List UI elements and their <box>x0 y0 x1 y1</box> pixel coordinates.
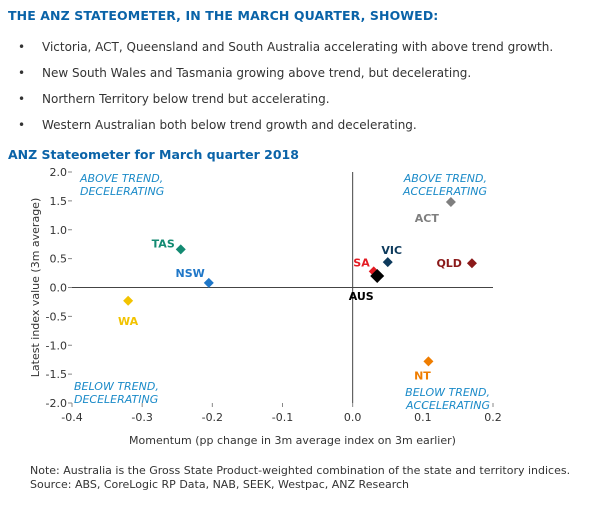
bullet-glyph: • <box>18 118 26 132</box>
x-tick-label: 0.0 <box>344 411 362 424</box>
bullet-text: Western Australian both below trend grow… <box>42 118 417 132</box>
point-nt-label: NT <box>414 369 431 382</box>
point-aus-marker <box>370 268 385 283</box>
point-wa-marker <box>123 295 134 306</box>
point-nt-marker <box>423 356 434 367</box>
x-tick-label: -0.2 <box>202 411 223 424</box>
y-tick-label: -1.0 <box>46 339 67 352</box>
point-tas-marker <box>175 244 186 255</box>
source-note: Source: ABS, CoreLogic RP Data, NAB, SEE… <box>30 478 410 491</box>
point-wa-label: WA <box>118 315 139 328</box>
point-qld-marker <box>466 258 477 269</box>
y-tick-label: -1.5 <box>46 368 67 381</box>
x-axis-label: Momentum (pp change in 3m average index … <box>129 434 456 447</box>
y-tick-label: 1.5 <box>50 195 68 208</box>
bullet-glyph: • <box>18 40 26 54</box>
bullet-item: • New South Wales and Tasmania growing ab… <box>8 66 553 92</box>
quadrant-label: ACCELERATING <box>402 185 487 198</box>
quadrant-label: ABOVE TREND, <box>403 172 487 185</box>
point-nsw-marker <box>203 277 214 288</box>
quadrant-label: BELOW TREND, <box>74 380 159 393</box>
x-tick-label: -0.1 <box>272 411 293 424</box>
quadrant-label: BELOW TREND, <box>405 386 490 399</box>
bullet-item: • Western Australian both below trend gro… <box>8 118 553 144</box>
point-act-marker <box>445 197 456 208</box>
point-vic-marker <box>382 257 393 268</box>
quadrant-label: DECELERATING <box>80 185 164 198</box>
x-tick-label: -0.3 <box>131 411 152 424</box>
y-tick-label: 1.0 <box>50 224 68 237</box>
page-heading: THE ANZ STATEOMETER, IN THE MARCH QUARTE… <box>8 8 439 23</box>
y-tick-label: 2.0 <box>50 166 68 179</box>
bullet-glyph: • <box>18 92 26 106</box>
quadrant-label: ACCELERATING <box>405 399 490 412</box>
y-tick-label: -0.5 <box>46 310 67 323</box>
footnote: Note: Australia is the Gross State Produ… <box>30 464 571 477</box>
y-tick-label: 0.5 <box>50 253 68 266</box>
chart-title: ANZ Stateometer for March quarter 2018 <box>8 147 299 162</box>
chart-footer: Note: Australia is the Gross State Produ… <box>30 464 570 492</box>
bullet-glyph: • <box>18 66 26 80</box>
point-qld-label: QLD <box>436 257 462 270</box>
bullet-text: New South Wales and Tasmania growing abo… <box>42 66 472 80</box>
point-tas-label: TAS <box>152 237 175 250</box>
y-axis-label: Latest index value (3m average) <box>29 198 42 377</box>
quadrant-label: DECELERATING <box>74 393 158 406</box>
y-tick-label: -2.0 <box>46 397 67 410</box>
bullet-text: Victoria, ACT, Queensland and South Aust… <box>42 40 554 54</box>
point-vic-label: VIC <box>381 244 402 257</box>
x-tick-label: 0.1 <box>414 411 432 424</box>
point-nsw-label: NSW <box>176 267 205 280</box>
bullet-item: • Northern Territory below trend but acce… <box>8 92 553 118</box>
summary-bullet-list: • Victoria, ACT, Queensland and South Aus… <box>8 40 553 144</box>
quadrant-label: ABOVE TREND, <box>79 172 163 185</box>
point-act-label: ACT <box>415 212 440 225</box>
y-tick-label: 0.0 <box>50 282 68 295</box>
x-tick-label: -0.4 <box>61 411 82 424</box>
point-aus-label: AUS <box>349 290 374 303</box>
point-sa-label: SA <box>353 256 370 269</box>
x-tick-label: 0.2 <box>484 411 502 424</box>
bullet-item: • Victoria, ACT, Queensland and South Aus… <box>8 40 553 66</box>
bullet-text: Northern Territory below trend but accel… <box>42 92 330 106</box>
